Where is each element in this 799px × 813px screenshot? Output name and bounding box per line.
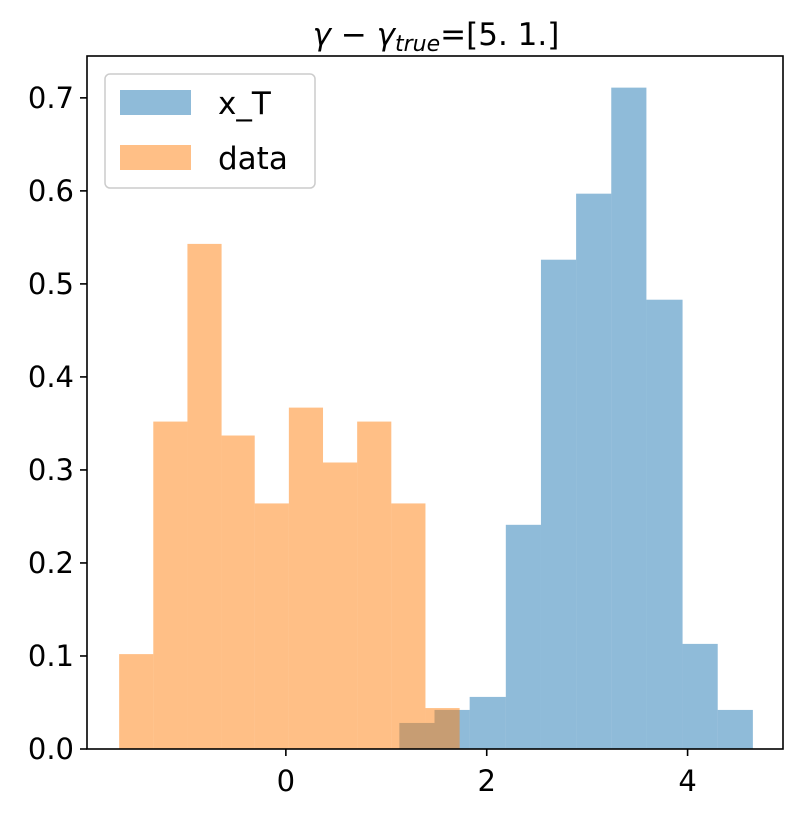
bar-data-9: [425, 708, 460, 749]
bar-x-t-2: [469, 696, 506, 749]
legend-swatch-data: [120, 145, 191, 170]
y-tick-label: 0.5: [28, 267, 74, 301]
y-tick-label: 0.0: [28, 732, 74, 766]
title-subscript: true: [395, 32, 440, 57]
x-tick-label: 4: [678, 764, 696, 798]
bar-data-1: [153, 421, 188, 749]
legend-swatch-x-t: [120, 90, 191, 115]
axes-frame: [86, 55, 784, 750]
bar-data-7: [357, 421, 392, 749]
y-tick-label: 0.7: [28, 81, 74, 115]
y-tick-label: 0.4: [28, 360, 74, 394]
x-tick-label: 0: [277, 764, 295, 798]
legend-label-x-t: x_T: [218, 86, 272, 122]
bar-data-6: [323, 462, 358, 749]
y-axis-ticks: 0.0 0.1 0.2 0.3 0.4 0.5 0.6 0.7: [28, 81, 87, 766]
bar-data-3: [221, 435, 255, 749]
title-symbol: γ − γ: [313, 17, 397, 53]
y-tick-label: 0.3: [28, 453, 74, 487]
bar-data-4: [254, 503, 289, 749]
chart-title: γ − γtrue=[5. 1.]: [313, 17, 560, 57]
bar-x-t-3: [505, 524, 541, 749]
bar-data-5: [288, 407, 324, 749]
bar-x-t-8: [682, 643, 718, 749]
x-tick-label: 2: [477, 764, 495, 798]
x-axis-ticks: 0 2 4: [277, 749, 697, 798]
bar-x-t-5: [576, 193, 612, 750]
y-tick-label: 0.1: [28, 639, 74, 673]
bar-x-t-7: [646, 299, 683, 749]
y-tick-label: 0.2: [28, 546, 74, 580]
bar-data-8: [391, 503, 426, 749]
bar-x-t-6: [611, 87, 647, 749]
legend-label-data: data: [218, 141, 288, 177]
bar-data-0: [119, 654, 154, 749]
y-tick-label: 0.6: [28, 174, 74, 208]
title-suffix: =[5. 1.]: [440, 17, 559, 53]
bar-x-t-9: [717, 709, 753, 749]
histogram-bars: [119, 87, 753, 750]
bar-x-t-4: [540, 259, 577, 749]
bar-data-2: [187, 243, 222, 749]
